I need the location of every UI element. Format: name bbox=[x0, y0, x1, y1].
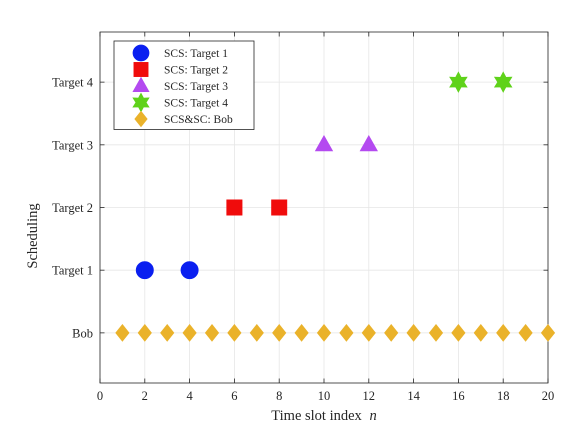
x-tick-label: 4 bbox=[186, 389, 193, 403]
y-tick-label: Target 4 bbox=[52, 76, 94, 90]
y-axis-title: Scheduling bbox=[25, 203, 41, 268]
y-tick-label: Target 1 bbox=[52, 264, 93, 278]
series-circle bbox=[135, 261, 199, 280]
data-point bbox=[384, 323, 399, 342]
legend-label: SCS: Target 3 bbox=[164, 81, 228, 93]
data-point bbox=[294, 323, 309, 342]
y-tick-label: Target 3 bbox=[52, 138, 93, 152]
data-point bbox=[271, 199, 288, 216]
data-point bbox=[540, 323, 556, 342]
x-tick-label: 18 bbox=[497, 389, 510, 403]
legend-label: SCS&SC: Bob bbox=[164, 114, 233, 126]
data-point bbox=[518, 323, 533, 342]
data-point bbox=[182, 323, 197, 342]
legend-marker bbox=[134, 110, 148, 128]
data-marks bbox=[115, 71, 556, 342]
series-triangle bbox=[314, 134, 378, 152]
series-hexagram bbox=[449, 71, 513, 93]
data-point bbox=[473, 323, 488, 342]
data-point bbox=[180, 261, 199, 280]
legend: SCS: Target 1 SCS: Target 2 SCS: Target 3 S… bbox=[113, 40, 255, 130]
x-tick-label: 2 bbox=[142, 389, 148, 403]
x-tick-label: 8 bbox=[276, 389, 282, 403]
x-tick-label: 0 bbox=[97, 389, 103, 403]
data-point bbox=[428, 323, 444, 342]
legend-label: SCS: Target 4 bbox=[164, 98, 228, 110]
series-square bbox=[226, 199, 288, 216]
data-point bbox=[359, 134, 378, 152]
data-point bbox=[227, 323, 242, 342]
legend-label: SCS: Target 2 bbox=[164, 65, 228, 77]
x-tick-label: 12 bbox=[363, 389, 376, 403]
x-tick-label: 14 bbox=[407, 389, 420, 403]
data-point bbox=[316, 323, 332, 342]
legend-marker bbox=[133, 62, 149, 77]
x-axis-title-variable: n bbox=[369, 408, 376, 424]
data-point bbox=[451, 323, 466, 342]
data-point bbox=[496, 323, 511, 342]
data-point bbox=[204, 323, 220, 342]
legend-marker bbox=[132, 44, 150, 62]
data-point bbox=[249, 323, 264, 342]
x-tick-label: 6 bbox=[231, 389, 237, 403]
legend-label: SCS: Target 1 bbox=[164, 48, 228, 60]
data-point bbox=[449, 71, 468, 93]
x-tick-label: 10 bbox=[318, 389, 331, 403]
data-point bbox=[137, 323, 152, 342]
data-point bbox=[160, 323, 175, 342]
data-point bbox=[115, 323, 130, 342]
data-point bbox=[493, 71, 513, 93]
data-point bbox=[339, 323, 354, 342]
x-tick-label: 16 bbox=[452, 389, 465, 403]
series-diamond bbox=[115, 323, 556, 342]
y-tick-label: Bob bbox=[72, 326, 93, 340]
y-tick-label: Target 2 bbox=[52, 201, 93, 215]
data-point bbox=[226, 199, 243, 216]
data-point bbox=[272, 323, 287, 342]
data-point bbox=[135, 261, 154, 280]
x-axis-title-text: Time slot index bbox=[271, 408, 362, 424]
legend-marker bbox=[132, 76, 150, 93]
data-point bbox=[406, 323, 421, 342]
data-point bbox=[314, 134, 334, 152]
tick-layer: 0 2 4 6 8 10 12 14 16 18 20 Bob Target 1 Target 2 Targ… bbox=[52, 32, 554, 403]
x-axis-title: Time slot index n bbox=[271, 408, 376, 424]
data-point bbox=[361, 323, 376, 342]
x-tick-label: 20 bbox=[542, 389, 555, 403]
